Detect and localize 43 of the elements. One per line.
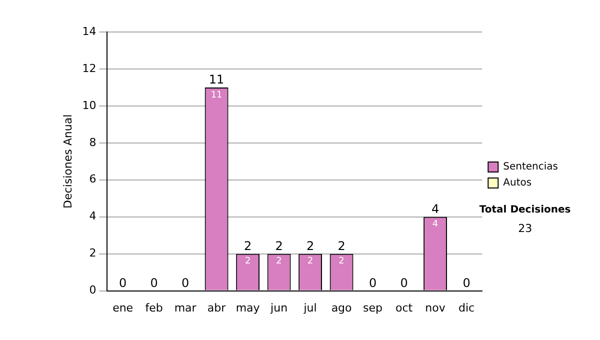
y-tick-label: 8 <box>89 136 96 149</box>
total-label: 0 <box>119 276 127 290</box>
text: 23 <box>518 222 532 235</box>
x-tick-label: ago <box>331 301 352 314</box>
x-tick-label: sep <box>363 301 383 314</box>
data-label: 11 <box>210 90 222 100</box>
y-tick-label: 4 <box>89 210 96 223</box>
y-tick-label: 6 <box>89 172 96 186</box>
data-label: 2 <box>244 256 251 267</box>
total-label: 4 <box>431 202 440 216</box>
x-tick-label: may <box>236 301 260 314</box>
total-label: 0 <box>150 276 158 290</box>
y-tick-label: 2 <box>89 246 96 260</box>
y-tick-label: 0 <box>89 284 96 297</box>
total-label: 2 <box>306 238 314 253</box>
y-tick-label: 14 <box>82 24 96 38</box>
data-label: 2 <box>276 256 282 267</box>
total-label: 2 <box>338 238 346 253</box>
y-tick-label: 10 <box>82 98 96 112</box>
total-label: 11 <box>208 72 224 87</box>
total-label: 0 <box>368 276 377 290</box>
data-label: 4 <box>432 220 438 230</box>
total-label: 0 <box>181 276 190 290</box>
x-tick-label: jun <box>270 301 288 314</box>
total-label: 0 <box>462 276 470 290</box>
total-label: 0 <box>400 276 408 290</box>
x-tick-label: dic <box>458 301 475 314</box>
x-tick-label: feb <box>145 301 163 314</box>
total-label: 2 <box>275 238 283 253</box>
total-label: 2 <box>244 238 252 253</box>
x-tick-label: jul <box>302 301 317 314</box>
legend-label: Autos <box>503 178 532 189</box>
x-tick-label: abr <box>207 301 226 314</box>
data-label: 2 <box>307 256 314 267</box>
annotation: Total Decisiones <box>479 204 571 216</box>
y-axis-title: Decisiones Anual <box>61 114 74 208</box>
x-tick-label: nov <box>425 301 446 314</box>
data-label: 2 <box>338 256 344 267</box>
x-tick-label: oct <box>395 301 414 314</box>
x-tick-label: ene <box>112 301 134 314</box>
legend-label: Sentencias <box>503 162 558 173</box>
y-tick-label: 12 <box>82 62 96 75</box>
x-tick-label: mar <box>174 301 197 314</box>
